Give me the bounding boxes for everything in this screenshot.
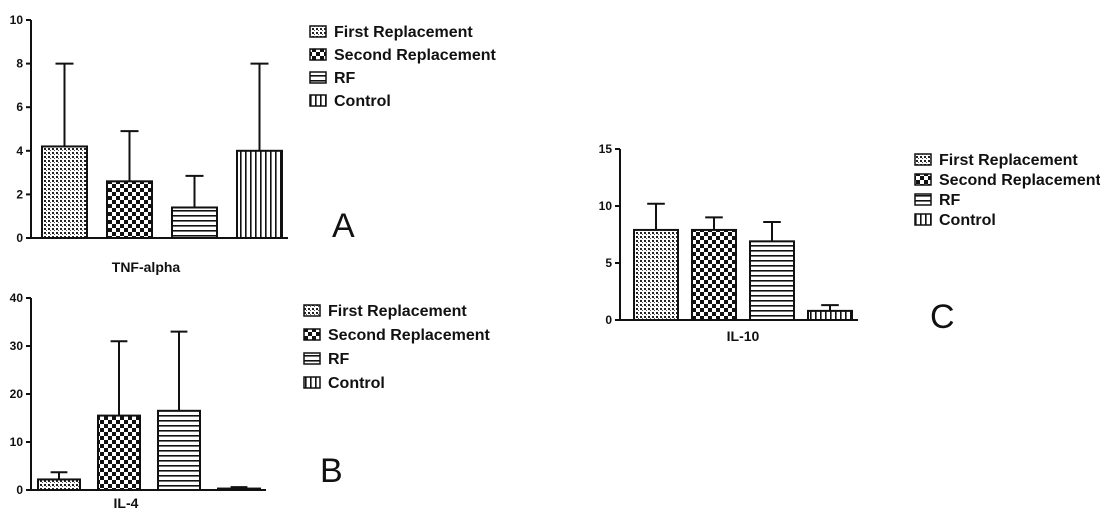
legend-label: Control — [328, 375, 385, 392]
y-tick-label: 8 — [16, 57, 23, 71]
legend: First Replacement Second Replacement RF Con… — [309, 24, 497, 110]
bar — [171, 206, 218, 239]
x-axis-label: TNF-alpha — [112, 259, 181, 275]
panel-letter: A — [332, 207, 355, 245]
panel-letter: B — [320, 452, 343, 490]
bar — [41, 145, 88, 239]
y-tick-label: 5 — [605, 256, 612, 270]
legend-swatch — [303, 352, 321, 365]
y-tick-label: 4 — [16, 144, 23, 158]
legend: First Replacement Second Replacement RF Con… — [303, 303, 491, 392]
legend-swatch — [309, 25, 327, 38]
bar — [217, 487, 261, 491]
legend-label: First Replacement — [334, 24, 473, 41]
bar — [691, 228, 737, 321]
legend-swatch — [303, 376, 321, 389]
y-tick-label: 6 — [16, 100, 23, 114]
y-tick-label: 15 — [599, 142, 613, 156]
bar — [633, 228, 679, 321]
legend-label: RF — [939, 192, 961, 209]
bar — [106, 180, 153, 240]
y-tick-label: 40 — [10, 291, 24, 305]
legend-label: First Replacement — [328, 303, 467, 320]
bar — [157, 409, 201, 491]
legend-swatch — [914, 153, 932, 166]
legend-swatch — [914, 173, 932, 186]
x-axis-label: IL-4 — [114, 495, 139, 511]
legend-swatch — [914, 213, 932, 226]
legend-label: Control — [334, 93, 391, 110]
legend-label: RF — [328, 351, 350, 368]
y-tick-label: 0 — [16, 483, 23, 497]
y-tick-label: 10 — [10, 435, 24, 449]
chart-panel-b: 0 10 20 30 40 IL-4 First Replacement Second Rep… — [10, 291, 491, 511]
y-tick-label: 10 — [10, 13, 24, 27]
chart-panel-c: 0 5 10 15 IL-10 First Replacement Second Repla… — [599, 142, 1100, 344]
legend-label: Second Replacement — [328, 327, 491, 344]
legend: First Replacement Second Replacement RF Con… — [914, 152, 1100, 229]
legend-swatch — [303, 304, 321, 317]
panel-letter: C — [930, 298, 955, 336]
bar — [37, 478, 81, 492]
legend-label: Second Replacement — [334, 47, 497, 64]
legend-swatch — [309, 71, 327, 84]
x-axis-label: IL-10 — [727, 328, 760, 344]
legend-label: RF — [334, 70, 356, 87]
legend-label: Control — [939, 212, 996, 229]
y-tick-label: 30 — [10, 339, 24, 353]
y-tick-label: 0 — [605, 313, 612, 327]
y-tick-label: 0 — [16, 231, 23, 245]
bar — [749, 240, 795, 321]
legend-label: Second Replacement — [939, 172, 1100, 189]
legend-swatch — [914, 193, 932, 206]
legend-swatch — [309, 48, 327, 61]
legend-swatch — [303, 328, 321, 341]
legend-label: First Replacement — [939, 152, 1078, 169]
bar — [97, 414, 141, 492]
y-tick-label: 20 — [10, 387, 24, 401]
bar — [236, 149, 283, 239]
bar — [807, 309, 853, 322]
chart-panel-a: 0 2 4 6 8 10 TNF-alpha First Replacement Second … — [10, 13, 497, 275]
legend-swatch — [309, 94, 327, 107]
y-tick-label: 10 — [599, 199, 613, 213]
y-tick-label: 2 — [16, 187, 23, 201]
